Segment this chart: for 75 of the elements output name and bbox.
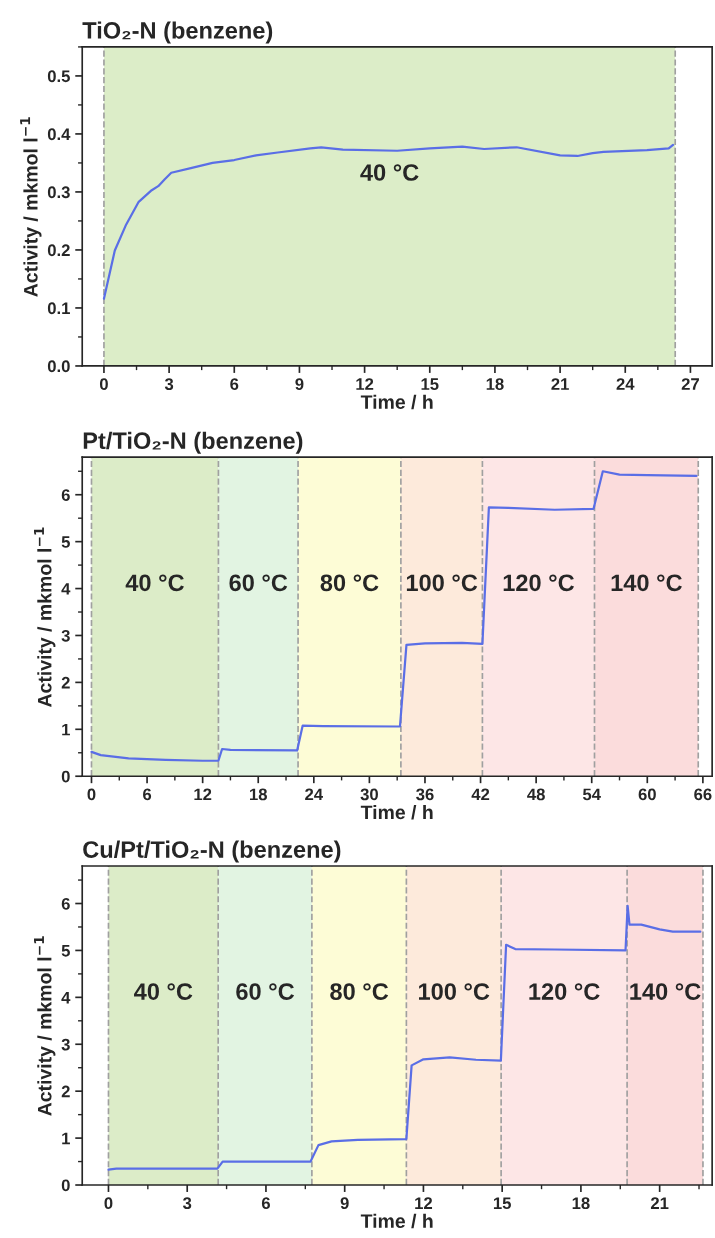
x-tick-label: 0 — [87, 788, 96, 801]
x-tick-label: 15 — [421, 378, 439, 390]
x-axis-title: Time / h — [360, 804, 433, 820]
y-tick-label: 4 — [61, 991, 71, 1004]
band-label: 140 °C — [630, 983, 701, 1000]
x-axis-title: Time / h — [360, 1213, 433, 1229]
line-series — [102, 143, 675, 300]
y-tick-label: 1 — [62, 1132, 70, 1145]
band-label: 40 °C — [360, 164, 419, 181]
y-tick-label: 2 — [61, 1085, 70, 1098]
y-tick-label: 0.4 — [47, 128, 71, 141]
y-tick-label: 2 — [61, 676, 70, 689]
y-tick-label: 5 — [61, 945, 70, 957]
x-tick-label: 15 — [493, 1197, 511, 1210]
band-label: 60 °C — [229, 574, 288, 592]
band-label: 40 °C — [125, 574, 184, 592]
x-tick-label: 18 — [572, 1197, 590, 1210]
y-tick-label: 1 — [62, 723, 70, 736]
y-tick-label: 0.2 — [47, 244, 70, 257]
x-tick-label: 48 — [527, 788, 545, 801]
y-tick-label: 6 — [61, 897, 70, 910]
y-tick-label: 0.3 — [47, 186, 70, 199]
x-tick-label: 60 — [638, 788, 656, 801]
band-label: 80 °C — [320, 574, 379, 592]
y-axis-title: Activity / mkmol l$^{−1}$ — [34, 527, 56, 708]
x-tick-label: 24 — [305, 788, 323, 801]
x-tick-label: 0 — [104, 1197, 113, 1210]
x-tick-label: 54 — [582, 788, 601, 801]
x-tick-label: 3 — [182, 1197, 192, 1210]
x-tick-label: 36 — [416, 788, 434, 801]
x-tick-label: 24 — [616, 378, 635, 390]
y-tick-label: 6 — [61, 489, 70, 501]
y-tick-label: 3 — [61, 1038, 70, 1051]
x-tick-label: 66 — [694, 788, 712, 801]
y-tick-label: 0.5 — [47, 70, 70, 83]
x-tick-label: 30 — [360, 788, 378, 801]
band-label: 100 °C — [419, 983, 490, 1000]
x-tick-label: 12 — [356, 378, 374, 390]
x-tick-label: 0 — [99, 378, 108, 390]
line-series — [90, 470, 698, 762]
chart-title: Pt/TiO₂-N (benzene) — [83, 431, 303, 454]
y-tick-label: 0.0 — [47, 360, 70, 373]
y-tick-label: 3 — [61, 629, 70, 642]
y-axis-title: Activity / mkmol l$^{−1}$ — [20, 117, 42, 297]
x-tick-label: 6 — [143, 788, 152, 801]
x-tick-label: 12 — [415, 1197, 433, 1209]
y-tick-label: 0 — [61, 1179, 70, 1192]
x-tick-label: 42 — [471, 788, 490, 801]
x-tick-label: 21 — [650, 1197, 669, 1209]
x-tick-label: 18 — [486, 378, 504, 390]
chart-title: Cu/Pt/TiO₂-N (benzene) — [83, 840, 341, 863]
y-tick-label: 4 — [61, 583, 71, 595]
x-tick-label: 12 — [194, 788, 212, 801]
y-tick-label: 5 — [61, 536, 70, 548]
x-tick-label: 9 — [295, 378, 304, 390]
x-tick-label: 6 — [230, 378, 239, 390]
band-label: 40 °C — [134, 983, 193, 1000]
line-series — [107, 904, 702, 1171]
x-tick-label: 9 — [340, 1197, 349, 1210]
band-label: 120 °C — [529, 983, 600, 1000]
band-label: 60 °C — [236, 983, 295, 1000]
x-tick-label: 21 — [551, 378, 569, 390]
x-tick-label: 18 — [250, 788, 267, 801]
y-axis-title: Activity / mkmol l$^{−1}$ — [34, 936, 56, 1116]
x-tick-label: 27 — [681, 378, 699, 390]
band-label: 80 °C — [330, 983, 389, 1000]
x-axis-title: Time / h — [360, 394, 433, 410]
band-label: 140 °C — [611, 574, 682, 592]
x-tick-label: 6 — [261, 1197, 270, 1210]
y-tick-label: 0 — [61, 770, 70, 783]
y-tick-label: 0.1 — [47, 302, 70, 315]
chart-title: TiO₂-N (benzene) — [82, 21, 273, 44]
x-tick-label: 3 — [164, 378, 174, 391]
band-label: 100 °C — [406, 574, 478, 592]
band-label: 120 °C — [503, 574, 575, 592]
